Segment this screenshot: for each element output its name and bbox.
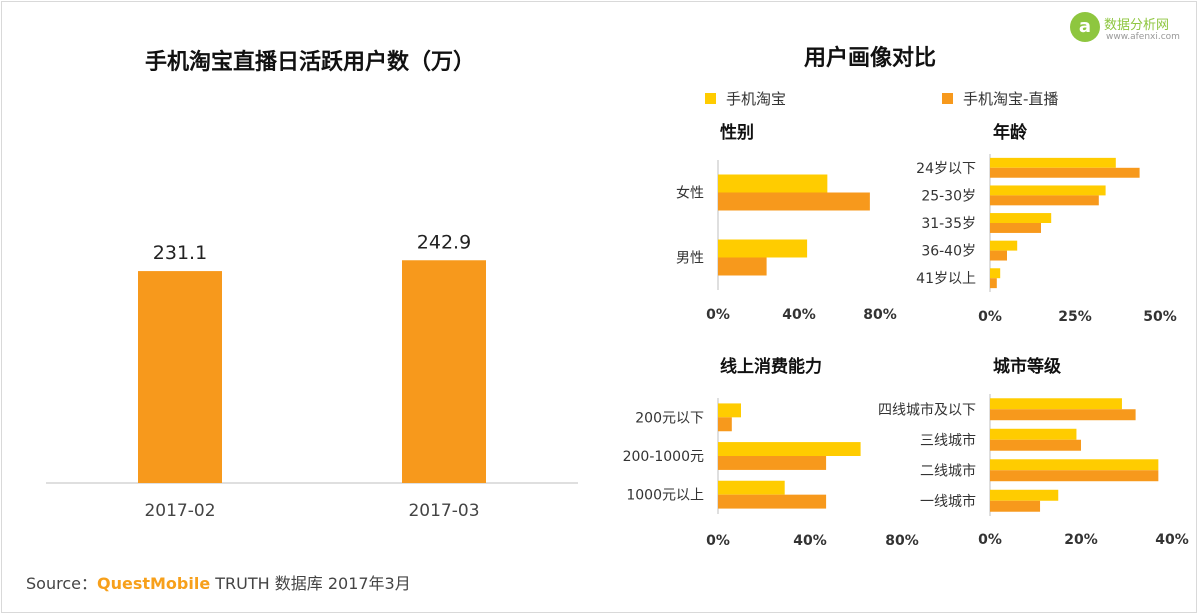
city-bar-series2-0 — [990, 409, 1136, 421]
city-bar-series2-3 — [990, 500, 1041, 512]
age-bar-series2-3 — [990, 250, 1007, 261]
legend-swatch-series2 — [942, 93, 953, 104]
city-bar-series2-2 — [990, 470, 1159, 482]
city-x-tick-2: 40% — [1155, 532, 1189, 548]
left-bar-1 — [402, 260, 486, 483]
gender-bar-series1-0 — [718, 174, 828, 193]
city-x-tick-1: 20% — [1064, 532, 1098, 548]
spend-x-tick-1: 40% — [793, 533, 827, 549]
age-category-label-1: 25-30岁 — [921, 188, 976, 204]
gender-bar-series2-0 — [718, 192, 870, 211]
city-category-label-1: 三线城市 — [920, 432, 976, 449]
watermark: a 数据分析网 www.afenxi.com — [1070, 8, 1190, 48]
spend-bar-series2-2 — [718, 494, 827, 509]
city-bar-series2-1 — [990, 439, 1081, 451]
age-category-label-3: 36-40岁 — [921, 244, 976, 260]
age-x-tick-0: 0% — [978, 309, 1002, 325]
legend-item-series2: 手机淘宝-直播 — [942, 88, 1058, 109]
gender-panel-title: 性别 — [720, 122, 754, 143]
afenxi-logo-icon: a — [1070, 12, 1100, 42]
left-bar-0 — [138, 271, 222, 483]
city-category-label-3: 一线城市 — [920, 493, 976, 510]
legend-swatch-series1 — [705, 93, 716, 104]
city-bar-series1-3 — [990, 489, 1059, 501]
age-panel-title: 年龄 — [993, 122, 1028, 143]
source-rest: TRUTH 数据库 2017年3月 — [210, 574, 411, 593]
spend-category-label-2: 1000元以上 — [626, 488, 704, 504]
city-bar-series1-0 — [990, 398, 1122, 410]
city-bar-series1-2 — [990, 459, 1159, 471]
age-bar-series1-1 — [990, 185, 1106, 196]
spend-category-label-1: 200-1000元 — [623, 449, 704, 465]
left-chart-title: 手机淘宝直播日活跃用户数（万） — [144, 50, 475, 75]
age-bar-series2-2 — [990, 223, 1041, 233]
age-x-tick-2: 50% — [1143, 309, 1177, 325]
city-panel-title: 城市等级 — [993, 356, 1061, 377]
watermark-text: 数据分析网 — [1104, 18, 1170, 33]
age-bar-series1-2 — [990, 213, 1052, 223]
spend-bar-series1-1 — [718, 442, 861, 456]
gender-x-tick-1: 40% — [782, 307, 816, 323]
age-bar-series2-4 — [990, 278, 997, 289]
spend-bar-series1-0 — [718, 403, 741, 418]
spend-category-label-0: 200元以下 — [635, 410, 704, 426]
left-x-tick-0: 2017-02 — [144, 501, 215, 521]
age-category-label-4: 41岁以上 — [916, 271, 976, 287]
legend-label-series1: 手机淘宝 — [726, 90, 787, 108]
source-label: Source： — [26, 574, 97, 593]
spend-x-tick-0: 0% — [706, 533, 730, 549]
city-bar-series1-1 — [990, 428, 1077, 440]
source-note: Source：QuestMobile TRUTH 数据库 2017年3月 — [26, 570, 411, 594]
watermark-url: www.afenxi.com — [1106, 32, 1180, 42]
gender-category-label-0: 女性 — [676, 185, 704, 202]
left-bar-value-label-1: 242.9 — [417, 231, 471, 253]
legend-label-series2: 手机淘宝-直播 — [963, 90, 1059, 108]
city-x-tick-0: 0% — [978, 532, 1002, 548]
age-bar-series1-0 — [990, 157, 1116, 168]
spend-panel-title: 线上消费能力 — [720, 356, 822, 377]
age-bar-series1-3 — [990, 240, 1018, 251]
gender-bar-series2-1 — [718, 257, 767, 276]
age-bar-series1-4 — [990, 268, 1001, 279]
right-panel-title: 用户画像对比 — [803, 46, 936, 71]
spend-bar-series2-0 — [718, 417, 732, 432]
age-x-tick-1: 25% — [1058, 309, 1092, 325]
age-category-label-0: 24岁以下 — [916, 161, 976, 177]
gender-category-label-1: 男性 — [676, 251, 704, 267]
gender-x-tick-0: 0% — [706, 307, 730, 323]
spend-x-tick-2: 80% — [885, 533, 919, 549]
city-category-label-0: 四线城市及以下 — [878, 401, 976, 418]
city-category-label-2: 二线城市 — [920, 462, 976, 479]
left-bar-value-label-0: 231.1 — [153, 242, 207, 264]
age-bar-series2-1 — [990, 195, 1099, 206]
source-brand: QuestMobile — [96, 574, 211, 593]
age-bar-series2-0 — [990, 167, 1140, 178]
left-x-tick-1: 2017-03 — [408, 501, 479, 521]
age-category-label-2: 31-35岁 — [921, 216, 976, 232]
gender-bar-series1-1 — [718, 239, 808, 258]
spend-bar-series1-2 — [718, 480, 785, 495]
spend-bar-series2-1 — [718, 456, 827, 470]
legend-item-series1: 手机淘宝 — [705, 88, 786, 109]
gender-x-tick-2: 80% — [863, 307, 897, 323]
